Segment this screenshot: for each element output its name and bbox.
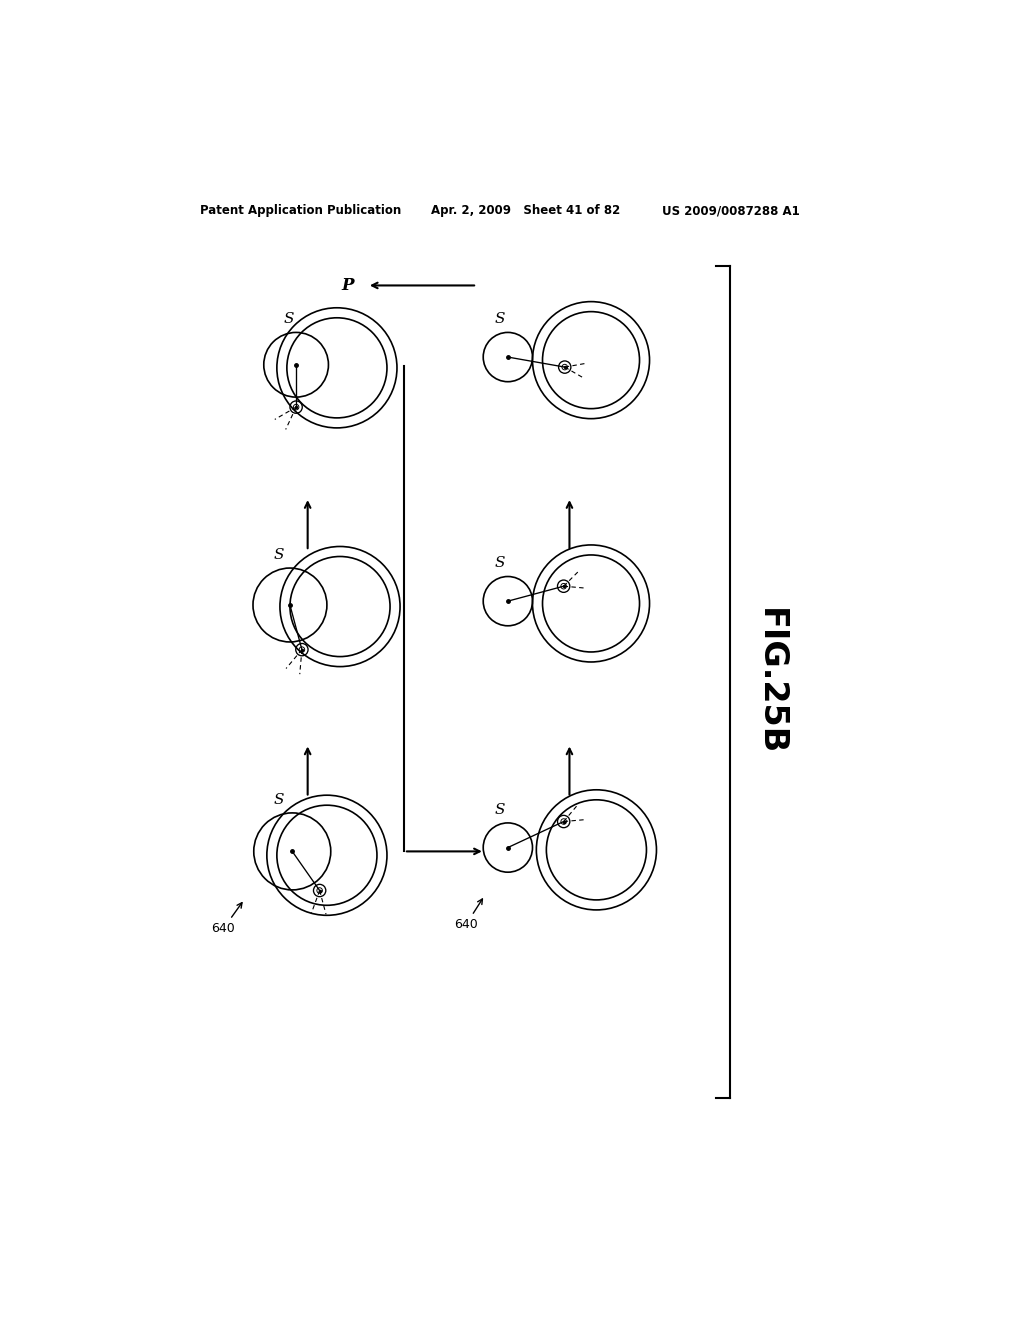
Text: S: S (495, 803, 506, 817)
Text: S: S (284, 313, 294, 326)
Text: S: S (495, 313, 506, 326)
Text: S: S (273, 793, 284, 807)
Text: P: P (341, 277, 354, 294)
Text: 640: 640 (211, 903, 242, 936)
Text: Patent Application Publication: Patent Application Publication (200, 205, 401, 218)
Text: Apr. 2, 2009   Sheet 41 of 82: Apr. 2, 2009 Sheet 41 of 82 (431, 205, 621, 218)
Text: S: S (273, 548, 284, 562)
Text: S: S (495, 556, 506, 570)
Text: US 2009/0087288 A1: US 2009/0087288 A1 (662, 205, 800, 218)
Text: FIG.25B: FIG.25B (755, 609, 787, 755)
Text: 640: 640 (454, 899, 482, 932)
